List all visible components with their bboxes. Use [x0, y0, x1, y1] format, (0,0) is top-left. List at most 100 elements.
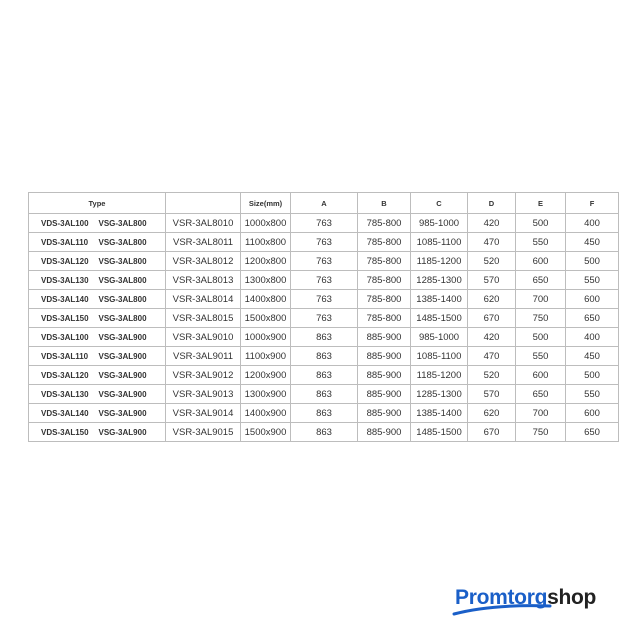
header-row: Type Size(mm) A B C D E F	[27, 192, 620, 214]
cell-dim-e: 600	[515, 251, 567, 271]
cell-dim-a: 763	[290, 251, 359, 271]
cell-dim-f: 650	[565, 422, 620, 442]
cell-dim-e: 500	[515, 213, 567, 233]
cell-dim-d: 420	[467, 213, 517, 233]
cell-size: 1500x800	[240, 308, 292, 328]
cell-vsr-model: VSR-3AL8013	[165, 270, 242, 290]
cell-size: 1400x900	[240, 403, 292, 423]
cell-size: 1000x900	[240, 327, 292, 347]
cell-dim-d: 570	[467, 384, 517, 404]
cell-dim-f: 500	[565, 365, 620, 385]
cell-vsr-model: VSR-3AL8014	[165, 289, 242, 309]
cell-size: 1300x900	[240, 384, 292, 404]
cell-size: 1400x800	[240, 289, 292, 309]
header-c: C	[410, 192, 469, 214]
cell-dim-f: 450	[565, 346, 620, 366]
cell-dim-d: 520	[467, 365, 517, 385]
cell-dim-c: 985-1000	[410, 327, 469, 347]
table-row: VDS-3AL120 VSG-3AL900 VSR-3AL9012 1200x900 8…	[28, 365, 620, 385]
cell-dim-a: 863	[290, 327, 359, 347]
header-b: B	[357, 192, 412, 214]
cell-vsr-model: VSR-3AL9011	[165, 346, 242, 366]
cell-dim-f: 400	[565, 213, 620, 233]
cell-dim-b: 885-900	[357, 346, 412, 366]
cell-size: 1200x900	[240, 365, 292, 385]
logo-swoosh-icon	[452, 604, 552, 616]
cell-size: 1100x800	[240, 232, 292, 252]
cell-dim-b: 785-800	[357, 270, 412, 290]
cell-dim-a: 863	[290, 384, 359, 404]
cell-type-model: VDS-3AL130	[28, 384, 99, 404]
cell-type-glass: VSG-3AL800	[98, 251, 166, 271]
cell-type-glass: VSG-3AL900	[98, 346, 166, 366]
logo-part1: Promtorg	[455, 586, 548, 609]
cell-dim-c: 1385-1400	[410, 289, 469, 309]
cell-vsr-model: VSR-3AL9013	[165, 384, 242, 404]
header-type: Type	[27, 192, 167, 214]
cell-vsr-model: VSR-3AL9015	[165, 422, 242, 442]
cell-dim-c: 1485-1500	[410, 422, 469, 442]
dimensions-table: Type Size(mm) A B C D E F VDS-3AL100 VSG-…	[27, 192, 620, 442]
cell-dim-f: 550	[565, 384, 620, 404]
cell-vsr-model: VSR-3AL9012	[165, 365, 242, 385]
cell-dim-c: 985-1000	[410, 213, 469, 233]
table-row: VDS-3AL150 VSG-3AL800 VSR-3AL8015 1500x800 7…	[28, 308, 620, 328]
cell-dim-c: 1285-1300	[410, 384, 469, 404]
header-f: F	[565, 192, 620, 214]
cell-dim-e: 750	[515, 308, 567, 328]
cell-type-glass: VSG-3AL900	[98, 327, 166, 347]
cell-dim-e: 750	[515, 422, 567, 442]
cell-type-model: VDS-3AL120	[28, 251, 99, 271]
cell-dim-c: 1485-1500	[410, 308, 469, 328]
header-d: D	[467, 192, 517, 214]
cell-type-glass: VSG-3AL800	[98, 308, 166, 328]
cell-dim-d: 670	[467, 422, 517, 442]
cell-type-model: VDS-3AL130	[28, 270, 99, 290]
table-row: VDS-3AL120 VSG-3AL800 VSR-3AL8012 1200x800 7…	[28, 251, 620, 271]
cell-type-glass: VSG-3AL800	[98, 213, 166, 233]
cell-dim-b: 785-800	[357, 289, 412, 309]
cell-size: 1000x800	[240, 213, 292, 233]
table-row: VDS-3AL110 VSG-3AL900 VSR-3AL9011 1100x900 8…	[28, 346, 620, 366]
cell-type-model: VDS-3AL120	[28, 365, 99, 385]
header-e: E	[515, 192, 567, 214]
cell-size: 1300x800	[240, 270, 292, 290]
cell-dim-d: 670	[467, 308, 517, 328]
table-row: VDS-3AL110 VSG-3AL800 VSR-3AL8011 1100x800 7…	[28, 232, 620, 252]
cell-dim-b: 885-900	[357, 403, 412, 423]
logo-part2: shop	[547, 586, 597, 609]
cell-dim-d: 620	[467, 403, 517, 423]
cell-dim-a: 863	[290, 403, 359, 423]
cell-dim-b: 785-800	[357, 251, 412, 271]
cell-dim-f: 400	[565, 327, 620, 347]
header-size: Size(mm)	[240, 192, 292, 214]
cell-vsr-model: VSR-3AL8011	[165, 232, 242, 252]
cell-dim-e: 550	[515, 232, 567, 252]
cell-type-model: VDS-3AL100	[28, 213, 99, 233]
cell-type-glass: VSG-3AL900	[98, 365, 166, 385]
cell-dim-b: 885-900	[357, 327, 412, 347]
table-row: VDS-3AL100 VSG-3AL800 VSR-3AL8010 1000x800 7…	[28, 213, 620, 233]
cell-dim-a: 863	[290, 365, 359, 385]
header-a: A	[290, 192, 359, 214]
table-body: VDS-3AL100 VSG-3AL800 VSR-3AL8010 1000x800 7…	[28, 213, 620, 442]
cell-dim-c: 1285-1300	[410, 270, 469, 290]
cell-dim-e: 650	[515, 270, 567, 290]
cell-dim-d: 470	[467, 346, 517, 366]
table-row: VDS-3AL130 VSG-3AL900 VSR-3AL9013 1300x900 8…	[28, 384, 620, 404]
cell-dim-c: 1185-1200	[410, 251, 469, 271]
cell-dim-b: 885-900	[357, 422, 412, 442]
cell-vsr-model: VSR-3AL9014	[165, 403, 242, 423]
cell-dim-d: 420	[467, 327, 517, 347]
cell-dim-a: 763	[290, 270, 359, 290]
cell-dim-e: 650	[515, 384, 567, 404]
cell-dim-c: 1185-1200	[410, 365, 469, 385]
cell-dim-f: 600	[565, 289, 620, 309]
cell-size: 1100x900	[240, 346, 292, 366]
cell-dim-e: 550	[515, 346, 567, 366]
cell-vsr-model: VSR-3AL8015	[165, 308, 242, 328]
cell-dim-f: 650	[565, 308, 620, 328]
cell-dim-b: 785-800	[357, 308, 412, 328]
cell-type-glass: VSG-3AL800	[98, 289, 166, 309]
table-row: VDS-3AL150 VSG-3AL900 VSR-3AL9015 1500x900 8…	[28, 422, 620, 442]
